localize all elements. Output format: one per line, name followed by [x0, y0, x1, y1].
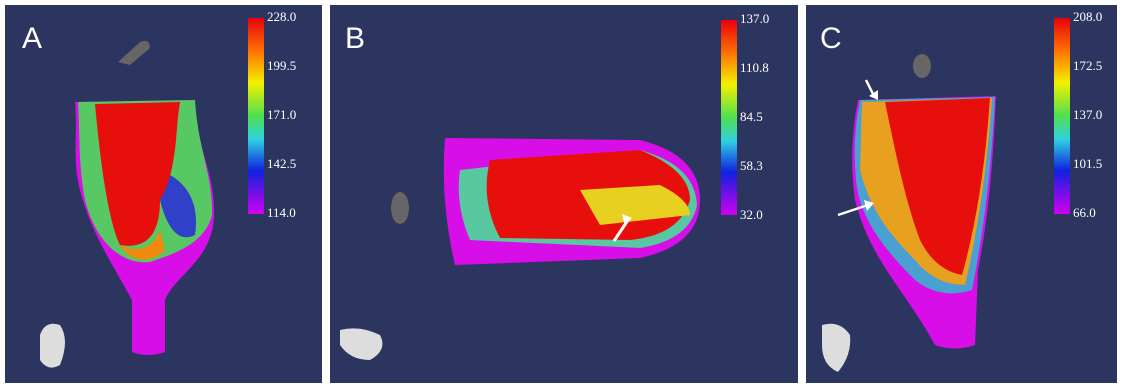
- colorbar-tick: 142.5: [267, 156, 296, 171]
- colorbar-tick: 171.0: [267, 107, 296, 122]
- panel-c: C 208.0 172.5 137.0 101.5 66.0: [806, 5, 1117, 383]
- colorbar-tick: 101.5: [1073, 156, 1102, 171]
- colorbar-tick: 228.0: [267, 9, 296, 24]
- colorbar-tick: 199.5: [267, 58, 296, 73]
- probe-icon: [391, 192, 409, 224]
- colorbar-tick: 58.3: [740, 158, 763, 173]
- colorbar-tick: 110.8: [740, 60, 769, 75]
- panel-label: C: [820, 22, 842, 55]
- colorbar-tick: 114.0: [267, 205, 296, 220]
- colorbar: [721, 20, 737, 215]
- panel-a: A 228.0 199.5 171.0 142.5 114.0: [5, 5, 322, 383]
- colorbar-tick: 137.0: [1073, 107, 1102, 122]
- colorbar-tick: 66.0: [1073, 205, 1096, 220]
- colorbar: [248, 18, 264, 214]
- panel-label: B: [345, 22, 365, 55]
- probe-icon: [913, 54, 931, 78]
- heart-icon: [40, 324, 65, 368]
- colorbar-tick: 208.0: [1073, 9, 1102, 24]
- colorbar-tick: 137.0: [740, 11, 769, 26]
- colorbar-tick: 172.5: [1073, 58, 1102, 73]
- colorbar: [1054, 18, 1070, 214]
- panel-b: B 137.0 110.8 84.5 58.3 32.0: [330, 5, 798, 383]
- colorbar-tick: 84.5: [740, 109, 763, 124]
- colorbar-tick: 32.0: [740, 207, 763, 222]
- figure: A 228.0 199.5 171.0 142.5 114.0 B 137.0 …: [0, 0, 1122, 386]
- panel-label: A: [22, 22, 42, 55]
